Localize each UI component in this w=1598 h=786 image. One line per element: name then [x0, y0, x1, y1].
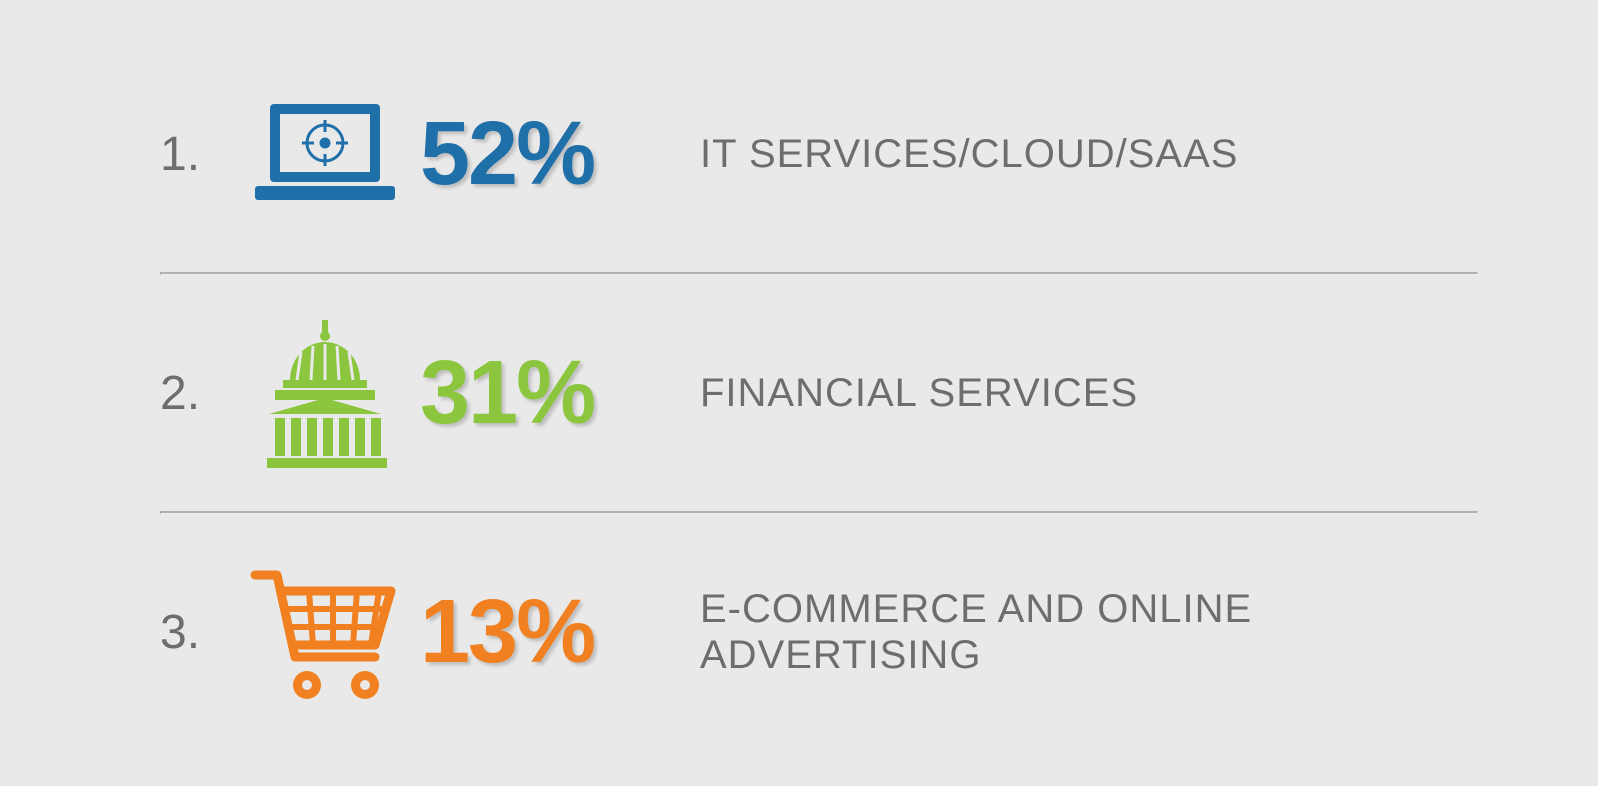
capitol-building-icon — [230, 318, 420, 468]
list-item: 2. — [160, 303, 1478, 483]
divider — [160, 272, 1478, 275]
list-item: 3. — [160, 542, 1478, 722]
infographic-canvas: 1. — [0, 0, 1598, 786]
category-label: FINANCIAL SERVICES — [680, 370, 1138, 416]
list-item: 1. — [160, 64, 1478, 244]
divider — [160, 511, 1478, 514]
category-label: E-COMMERCE AND ONLINE ADVERTISING — [680, 586, 1400, 678]
rank-number: 3. — [160, 605, 230, 660]
rank-number: 2. — [160, 366, 230, 421]
percent-value: 52% — [420, 103, 680, 206]
percent-value: 31% — [420, 342, 680, 445]
rank-number: 1. — [160, 127, 230, 182]
laptop-target-icon — [230, 94, 420, 214]
category-label: IT SERVICES/CLOUD/SAAS — [680, 131, 1238, 177]
shopping-cart-icon — [230, 557, 420, 707]
percent-value: 13% — [420, 581, 680, 684]
